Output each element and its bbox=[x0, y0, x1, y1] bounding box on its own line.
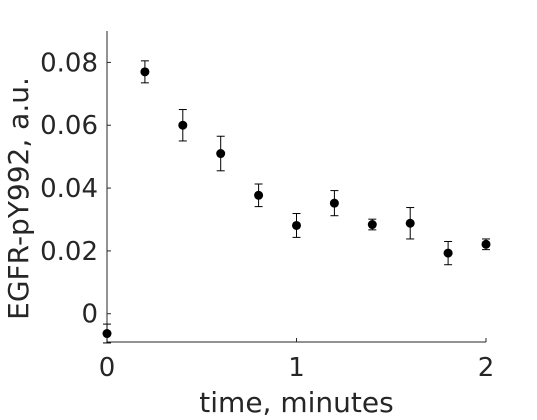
data-point bbox=[367, 220, 377, 230]
error-bars bbox=[103, 60, 490, 344]
data-point bbox=[481, 239, 491, 249]
y-axis-label: EGFR-pY992, a.u. bbox=[2, 77, 35, 320]
data-point bbox=[102, 329, 112, 339]
data-point bbox=[443, 248, 453, 258]
data-point bbox=[405, 218, 415, 228]
data-points bbox=[102, 67, 491, 339]
data-point bbox=[140, 67, 150, 77]
y-tick-label: 0.04 bbox=[40, 174, 98, 204]
y-tick-label: 0 bbox=[81, 300, 98, 330]
plot-area: 0 0.02 0.04 0.06 0.08 0 1 2 bbox=[40, 31, 494, 383]
y-axis-ticks: 0 0.02 0.04 0.06 0.08 bbox=[40, 48, 111, 330]
data-point bbox=[178, 120, 188, 130]
x-tick-label: 1 bbox=[288, 353, 305, 383]
y-tick-label: 0.02 bbox=[40, 237, 98, 267]
y-tick-label: 0.08 bbox=[40, 48, 98, 78]
x-axis-label: time, minutes bbox=[199, 386, 393, 419]
data-point bbox=[254, 190, 264, 200]
x-axis-ticks: 0 1 2 bbox=[99, 338, 495, 383]
x-tick-label: 0 bbox=[99, 353, 116, 383]
data-point bbox=[216, 149, 226, 159]
data-point bbox=[329, 198, 339, 208]
data-point bbox=[292, 220, 301, 230]
x-tick-label: 2 bbox=[478, 353, 495, 383]
y-tick-label: 0.06 bbox=[40, 111, 98, 141]
